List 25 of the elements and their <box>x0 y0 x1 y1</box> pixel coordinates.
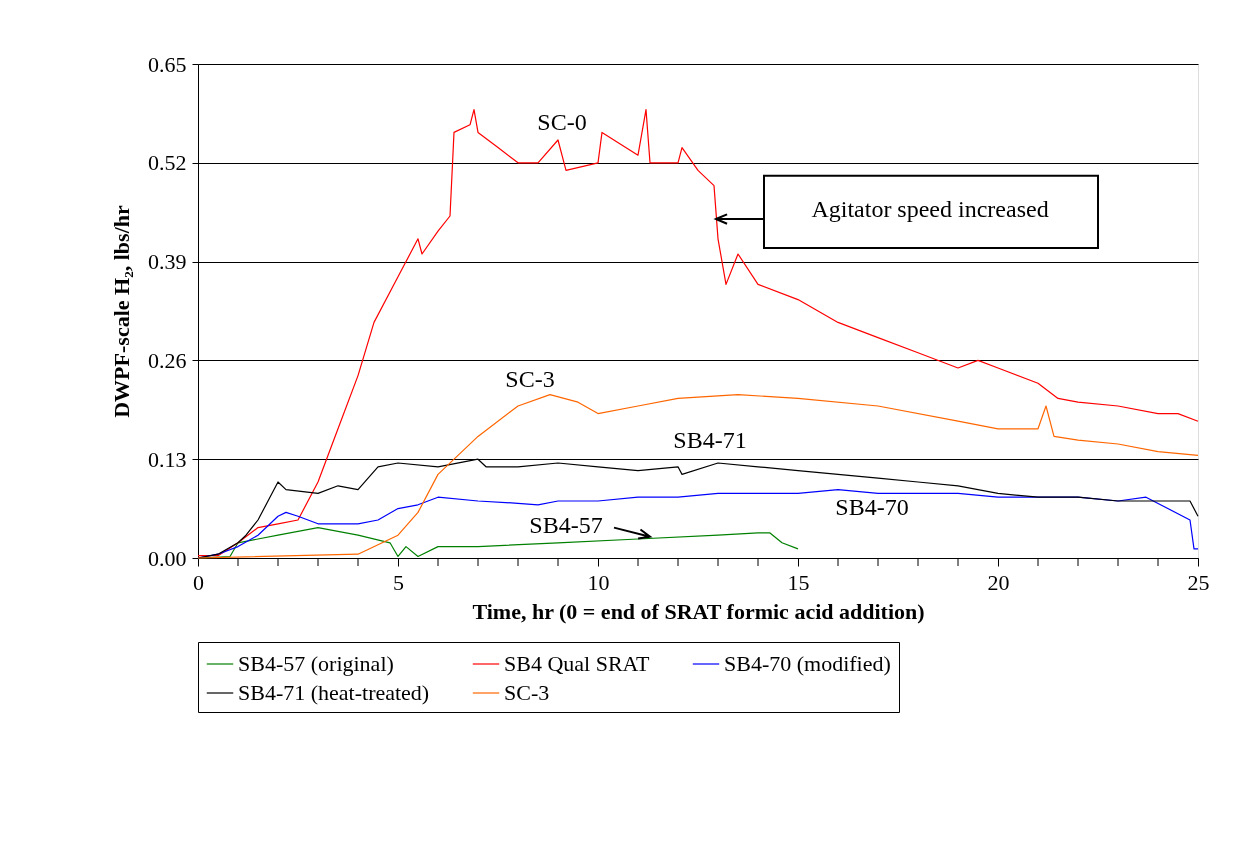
legend-label: SB4-70 (modified) <box>724 651 891 676</box>
annotation: Agitator speed increased <box>811 195 1049 222</box>
annotation: SC-0 <box>537 109 587 136</box>
x-tick-label: 5 <box>393 569 404 595</box>
y-axis-title: DWPF-scale H₂, lbs/hr <box>109 205 134 418</box>
y-tick-label: 0.39 <box>148 249 187 275</box>
y-tick-label: 0.00 <box>148 545 187 571</box>
legend-label: SC-3 <box>504 680 550 705</box>
x-axis-title: Time, hr (0 = end of SRAT formic acid addition) <box>472 598 925 624</box>
y-tick-label: 0.52 <box>148 150 187 176</box>
annotation: SB4-57 <box>529 512 603 539</box>
x-tick-label: 25 <box>1187 569 1210 595</box>
y-tick-label: 0.65 <box>148 51 187 77</box>
x-tick-label: 15 <box>787 569 810 595</box>
annotation: SB4-70 <box>835 493 909 520</box>
legend-label: SB4-71 (heat-treated) <box>238 680 430 705</box>
x-tick-label: 0 <box>193 569 204 595</box>
legend-label: SB4-57 (original) <box>238 651 394 676</box>
legend-label: SB4 Qual SRAT <box>504 651 651 676</box>
x-tick-label: 20 <box>987 569 1010 595</box>
x-tick-label: 10 <box>587 569 610 595</box>
annotation: SB4-71 <box>673 426 747 453</box>
annotation: SC-3 <box>505 366 555 393</box>
y-tick-label: 0.13 <box>148 446 187 472</box>
y-tick-label: 0.26 <box>148 347 187 373</box>
